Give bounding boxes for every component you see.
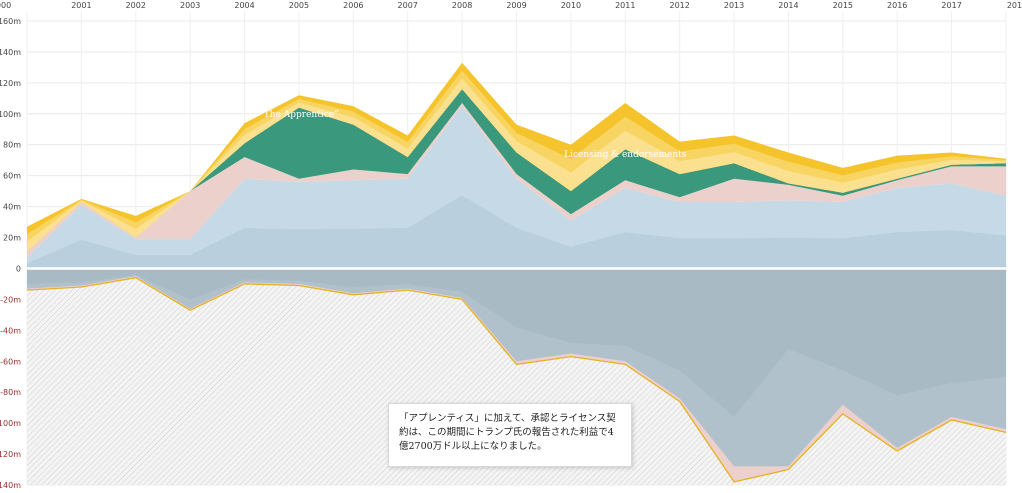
series-area-the-apprentice xyxy=(27,89,1006,252)
chart-annotation: Licensing & endorsements xyxy=(564,150,687,160)
y-tick-label: -20m xyxy=(0,295,21,304)
x-tick-label: 2000 xyxy=(0,1,11,10)
y-tick-label: 20m xyxy=(3,234,21,243)
series-area-licensing-core xyxy=(27,78,1006,252)
x-tick-label: 2005 xyxy=(289,1,309,10)
x-tick-label: 2013 xyxy=(724,1,744,10)
x-tick-label: 2016 xyxy=(887,1,907,10)
y-tick-label: 100m xyxy=(0,110,21,119)
y-tick-label: 120m xyxy=(0,79,21,88)
series-line-losses-edge xyxy=(26,277,1007,483)
chart-annotation: “The Apprentice” xyxy=(259,109,339,120)
x-tick-label: 2018 xyxy=(1007,1,1022,10)
y-tick-label: -120m xyxy=(0,450,21,459)
x-tick-label: 2006 xyxy=(343,1,363,10)
y-tick-label: 160m xyxy=(0,17,21,26)
x-axis-ticks: 2000 2001 2002 2003 2004 2005 2006 2007 2008 2009… xyxy=(0,1,1022,10)
x-tick-label: 2001 xyxy=(71,1,91,10)
x-tick-label: 2017 xyxy=(941,1,961,10)
y-tick-label: -40m xyxy=(0,326,21,335)
series-area-income-pink xyxy=(27,103,1006,258)
annotations: “The Apprentice” Licensing & endorsements xyxy=(259,109,687,160)
series-area-losses-inner xyxy=(27,268,1006,417)
x-tick-label: 2002 xyxy=(126,1,146,10)
x-tick-label: 2007 xyxy=(398,1,418,10)
y-tick-label: 60m xyxy=(3,172,21,181)
x-tick-label: 2011 xyxy=(615,1,635,10)
y-tick-label: -140m xyxy=(0,481,21,490)
series-areas xyxy=(26,62,1007,483)
series-area-income-base xyxy=(27,106,1006,269)
x-tick-label: 2009 xyxy=(506,1,526,10)
y-axis-ticks: 160m 140m 120m 100m 80m 60m 40m 20m 0 -20m -40m -60… xyxy=(0,17,21,490)
y-tick-label: 80m xyxy=(3,141,21,150)
y-tick-label: -80m xyxy=(0,388,21,397)
y-tick-label: 0 xyxy=(16,264,21,273)
x-tick-label: 2004 xyxy=(234,1,254,10)
x-tick-label: 2010 xyxy=(561,1,581,10)
callout-box: 「アプレンティス」に加えて、承認とライセンス契約は、この期間にトランプ氏の報告さ… xyxy=(388,403,632,467)
x-tick-label: 2015 xyxy=(833,1,853,10)
x-tick-label: 2003 xyxy=(180,1,200,10)
series-area-licensing-inner xyxy=(27,70,1006,252)
callout-text: 「アプレンティス」に加えて、承認とライセンス契約は、この期間にトランプ氏の報告さ… xyxy=(399,413,616,452)
series-area-income-inner-band xyxy=(27,195,1006,269)
y-tick-label: -100m xyxy=(0,419,21,428)
x-tick-label: 2014 xyxy=(778,1,798,10)
y-tick-label: -60m xyxy=(0,357,21,366)
x-tick-label: 2008 xyxy=(452,1,472,10)
x-tick-label: 2012 xyxy=(669,1,689,10)
y-tick-label: 40m xyxy=(3,203,21,212)
series-area-licensing-endorsements xyxy=(27,62,1006,252)
y-tick-label: 140m xyxy=(0,48,21,57)
